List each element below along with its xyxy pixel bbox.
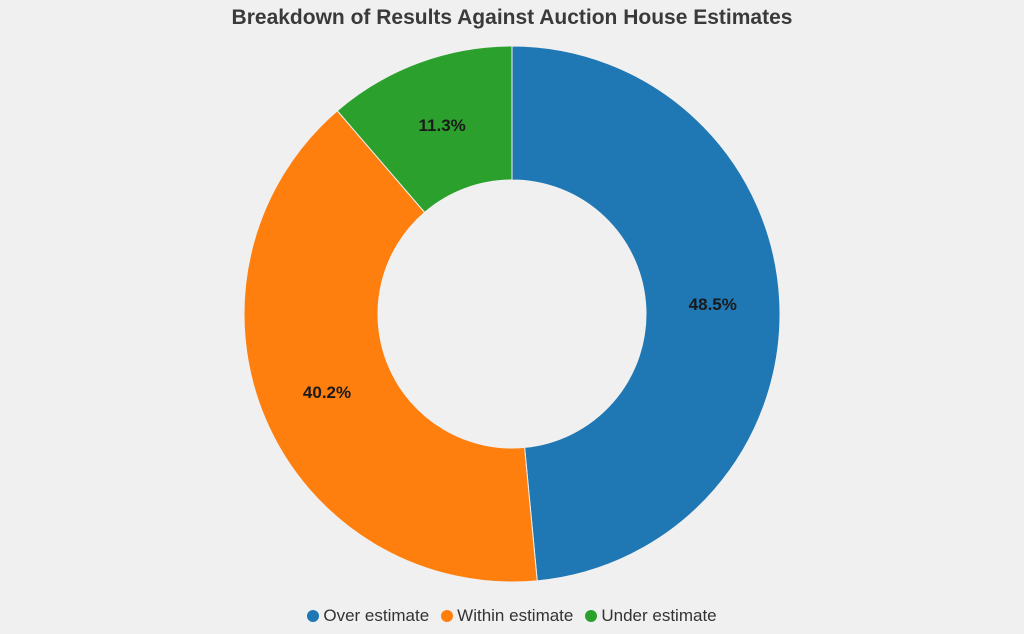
donut-slice-within-estimate[interactable] [243,110,538,583]
legend-item-over-estimate[interactable]: Over estimate [307,606,429,626]
legend-swatch-within-estimate [441,610,454,622]
legend-item-within-estimate[interactable]: Within estimate [441,606,573,626]
legend-label-under-estimate: Under estimate [601,606,717,625]
legend-item-under-estimate[interactable]: Under estimate [585,606,717,626]
slice-label-within-estimate: 40.2% [303,383,351,402]
slice-label-under-estimate: 11.3% [419,116,466,135]
legend-swatch-under-estimate [585,610,598,622]
legend-label-within-estimate: Within estimate [457,606,574,625]
donut-slice-under-estimate[interactable] [336,45,513,214]
donut-slice-over-estimate[interactable] [511,45,781,582]
chart-title: Breakdown of Results Against Auction Hou… [231,6,793,29]
legend-swatch-over-estimate [307,610,320,622]
legend-label-over-estimate: Over estimate [323,606,430,625]
legend: Over estimate Within estimate Under esti… [0,606,1024,626]
slice-label-over-estimate: 48.5% [689,295,737,314]
